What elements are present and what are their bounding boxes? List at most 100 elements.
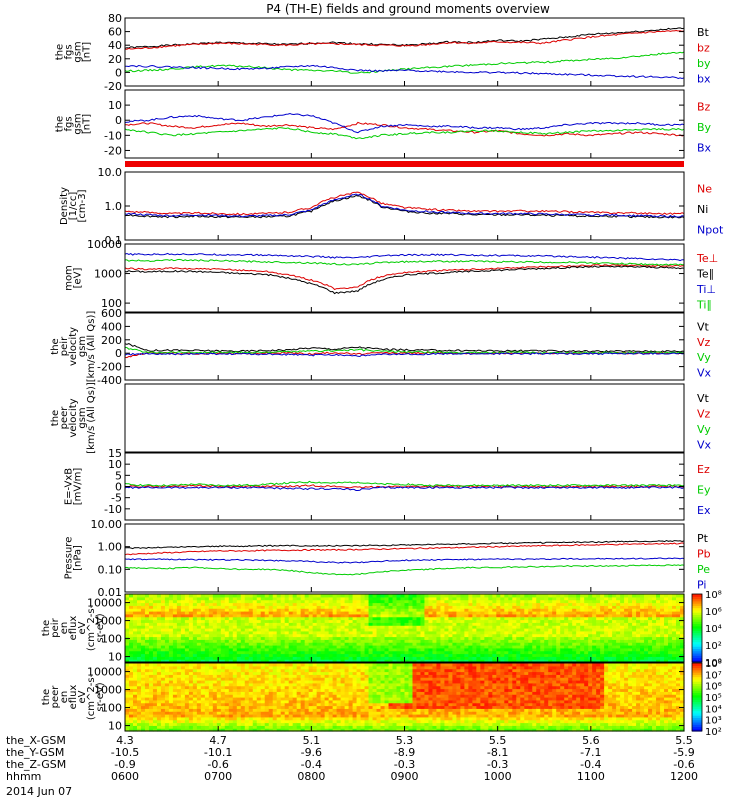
legend-entry: Ne [697,182,712,195]
heatmap-cell [197,663,202,666]
y-tick-label: 1.00 [98,541,123,554]
legend-entry: bz [697,41,710,54]
series-line-efield [125,481,684,486]
legend-entry: Te⊥ [696,252,718,265]
heatmap-cell [129,594,134,597]
heatmap-cell [153,594,158,597]
heatmap-cell [173,663,178,666]
heatmap-cell [273,594,278,597]
heatmap-cell [193,594,198,597]
heatmap-cell [133,594,138,597]
heatmap-cell [245,663,250,666]
heatmap-cell [440,594,445,597]
heatmap-cell [624,594,629,597]
colorbar-tick-label: 10⁸ [705,590,722,601]
heatmap-cell [329,663,334,666]
heatmap-cell [373,594,378,597]
y-tick-label: 10.00 [91,518,123,531]
y-tick-label: -20 [104,144,122,157]
heatmap-cell [225,663,230,666]
heatmap-cell [476,594,481,597]
heatmap-cell [448,594,453,597]
heatmap-cell [472,594,477,597]
heatmap-cell [213,663,218,666]
heatmap-cell [141,594,146,597]
y-axis-label: mom[eV] [64,265,84,291]
y-axis-label: E=-VxB[mV/m] [64,468,84,506]
heatmap-cell [369,594,374,597]
heatmap-cell [648,594,653,597]
heatmap-cell [436,594,441,597]
heatmap-cell [377,594,382,597]
heatmap-cell [177,663,182,666]
heatmap-cell [408,594,413,597]
panel-peer_en_eflux: 10⁸10⁷10⁶10⁵10⁴10³10²10000100010010thepe… [41,659,722,738]
series-line-temperature [125,253,684,260]
heatmap-cell [544,594,549,597]
panel-peir_velocity: 6004002000-200-400thepeirvelocitygsm[km/… [50,307,712,387]
heatmap-cell [668,594,673,597]
heatmap-cell [273,663,278,666]
heatmap-cell [189,594,194,597]
heatmap-cell [193,663,198,666]
heatmap-cell [269,663,274,666]
y-axis-label-line: [mV/m] [73,468,84,506]
heatmap-cell [345,594,350,597]
heatmap-cell [616,594,621,597]
heatmap-cell [177,594,182,597]
y-axis-label: thefgsgsm[nT] [55,41,93,62]
heatmap-cell [285,594,290,597]
heatmap-cell [588,594,593,597]
legend-entry: Bt [697,26,710,39]
y-tick-label: 10000 [87,238,122,251]
legend-entry: Bz [697,100,711,113]
y-tick-label: 200 [101,334,122,347]
heatmap-cell [488,594,493,597]
heatmap-cell [137,594,142,597]
legend-entry: Vy [697,351,711,364]
y-axis-label: thepeirenefluxeV(cm^2-s-sr-eV) [41,604,106,651]
y-axis-label: thefgsgsm[nT] [55,113,93,134]
heatmap-cell [313,663,318,666]
heatmap-cell [329,594,334,597]
heatmap-cell [133,663,138,666]
heatmap-cell [165,594,170,597]
legend-entry: By [697,121,712,134]
heatmap-cell [512,594,517,597]
legend-entry: Vz [697,407,711,420]
y-tick-label: -10 [104,129,122,142]
heatmap-cell [289,594,294,597]
heatmap-cell [125,594,130,597]
heatmap-cell [496,594,501,597]
heatmap-cell [349,594,354,597]
heatmap-cell [257,594,262,597]
plot-title: P4 (TH-E) fields and ground moments over… [266,2,550,16]
heatmap-cell [317,594,322,597]
heatmap-cell [157,594,162,597]
heatmap-cell [412,594,417,597]
heatmap-cell [281,663,286,666]
legend-entry: Pt [697,532,709,545]
heatmap-cell [333,594,338,597]
heatmap-cell [428,594,433,597]
legend-entry: Npot [697,224,724,237]
heatmap-cell [656,594,661,597]
heatmap-cell [317,663,322,666]
panel-frame [125,524,684,592]
heatmap-cell [353,594,358,597]
heatmap-cell [385,594,390,597]
heatmap-cell [185,594,190,597]
heatmap-cell [249,663,254,666]
series-line-pressure [125,565,684,575]
heatmap-cell [536,594,541,597]
series-line-temperature [125,266,684,294]
heatmap-cell [576,594,581,597]
heatmap-cell [560,594,565,597]
legend-entry: Ni [697,203,708,216]
series-line-peir_velocity [125,344,684,352]
heatmap-cell [309,594,314,597]
